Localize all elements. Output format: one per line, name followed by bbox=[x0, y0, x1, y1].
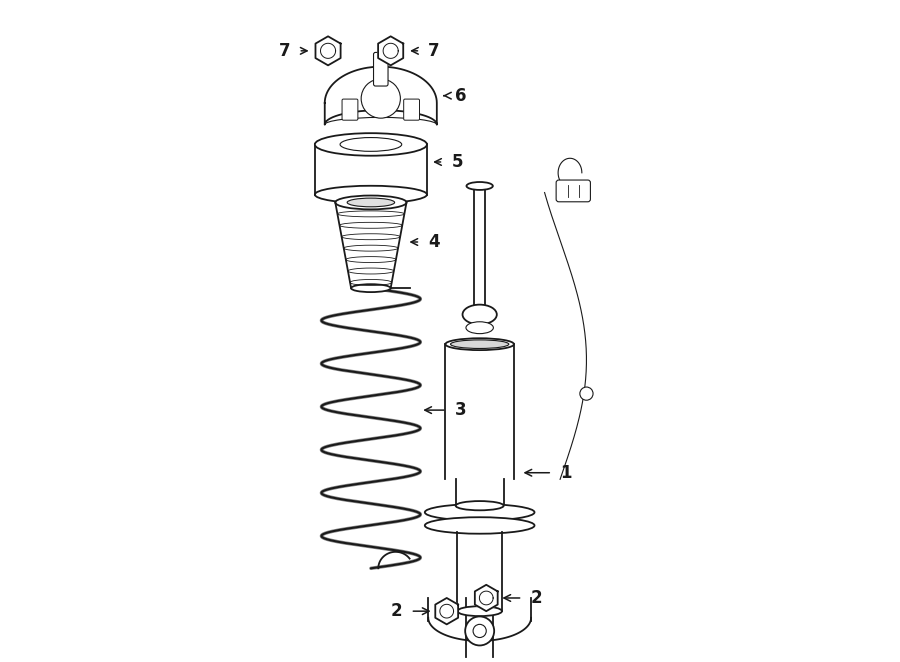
FancyBboxPatch shape bbox=[556, 180, 590, 202]
Ellipse shape bbox=[451, 340, 508, 348]
Ellipse shape bbox=[347, 198, 394, 207]
Ellipse shape bbox=[351, 284, 391, 292]
Circle shape bbox=[465, 616, 494, 645]
Ellipse shape bbox=[457, 606, 502, 616]
Ellipse shape bbox=[463, 305, 497, 324]
Text: 2: 2 bbox=[530, 589, 542, 607]
Polygon shape bbox=[436, 598, 458, 624]
Ellipse shape bbox=[466, 182, 493, 190]
Circle shape bbox=[361, 79, 400, 118]
Ellipse shape bbox=[425, 517, 535, 534]
Ellipse shape bbox=[315, 133, 427, 156]
FancyBboxPatch shape bbox=[342, 99, 358, 120]
Ellipse shape bbox=[340, 138, 401, 152]
Polygon shape bbox=[325, 67, 436, 124]
Circle shape bbox=[580, 387, 593, 401]
Ellipse shape bbox=[466, 322, 493, 334]
FancyBboxPatch shape bbox=[374, 52, 388, 86]
Polygon shape bbox=[475, 585, 498, 611]
Text: 4: 4 bbox=[428, 233, 440, 251]
FancyBboxPatch shape bbox=[404, 99, 419, 120]
Text: 7: 7 bbox=[428, 42, 440, 60]
Ellipse shape bbox=[315, 186, 427, 203]
Polygon shape bbox=[378, 36, 403, 66]
Ellipse shape bbox=[446, 338, 514, 350]
Ellipse shape bbox=[336, 195, 407, 209]
Text: 1: 1 bbox=[560, 464, 572, 482]
Text: 5: 5 bbox=[451, 153, 463, 171]
Polygon shape bbox=[316, 36, 340, 66]
Text: 7: 7 bbox=[279, 42, 291, 60]
Ellipse shape bbox=[425, 504, 535, 520]
Text: 2: 2 bbox=[391, 602, 402, 620]
Text: 6: 6 bbox=[454, 87, 466, 105]
Text: 3: 3 bbox=[454, 401, 466, 419]
Ellipse shape bbox=[455, 501, 504, 510]
Circle shape bbox=[473, 624, 486, 638]
